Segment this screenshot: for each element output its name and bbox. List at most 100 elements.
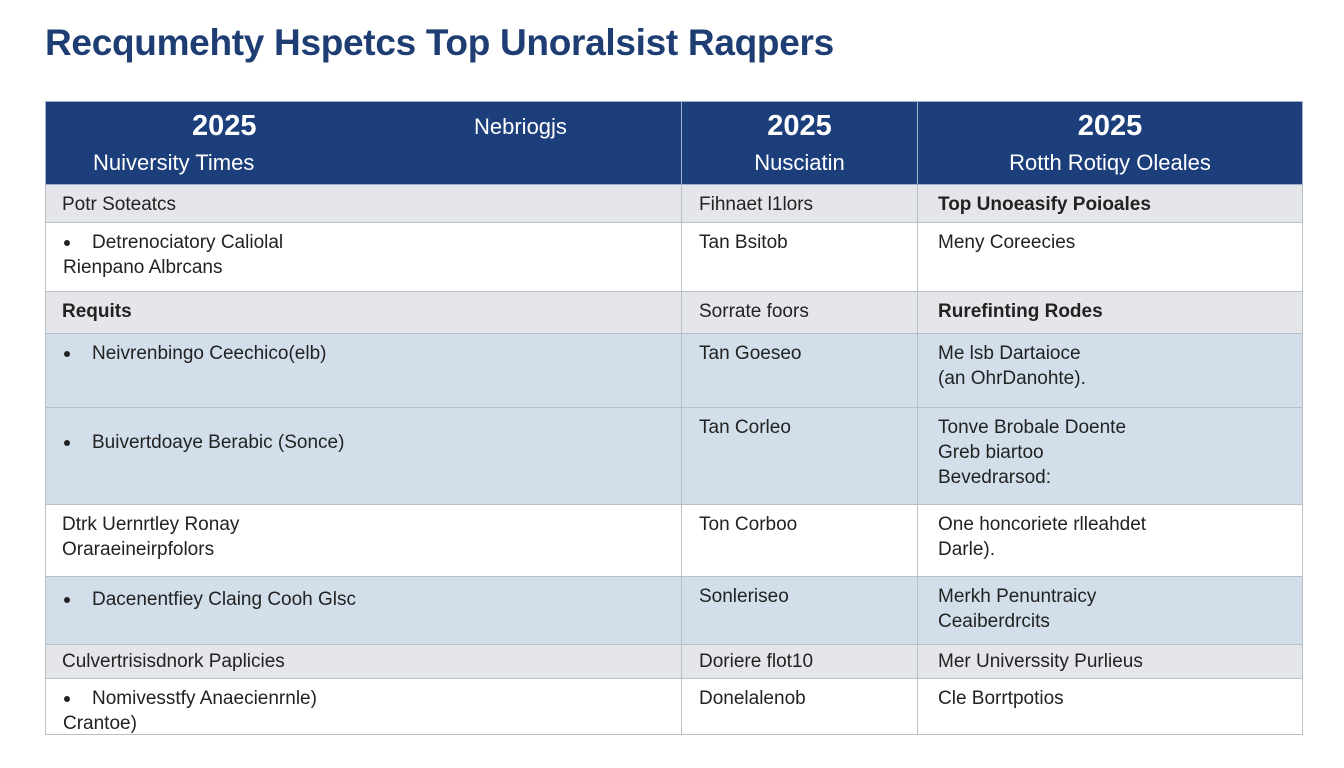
cell-content: Cle Borrtpotios [918,679,1302,734]
header-label: Nuiversity Times [93,150,255,175]
cell-content: Detrenociatory Caliolal Rienpano Albrcans [46,223,681,291]
cell-content: Sorrate foors [682,292,917,333]
bullet [64,597,70,603]
header-label: Nusciatin [754,150,845,175]
table-cell: One honcoriete rlleahdet Darle). [917,504,1303,577]
table-cell: Sonleriseo [681,576,918,645]
cell-text: Dacenentfiey Claing Cooh Glsc [92,589,357,610]
cell-content: Nomivesstfy Anaecienrnle) Crantoe) [46,679,681,734]
table-cell: Buivertdoaye Berabic (Sonce) [45,407,682,505]
table-cell: Tonve Brobale Doente Greb biartoo Bevedrar… [917,407,1303,505]
cell-text: Sonleriseo [699,586,789,607]
cell-content: Rurefinting Rodes [918,292,1302,333]
cell-text: Tan Goeseo [699,343,802,364]
page-title: Recqumehty Hspetcs Top Unoralsist Raqper… [45,22,834,63]
cell-text: Sorrate foors [699,301,809,322]
cell-content: Tan Goeseo [682,334,917,407]
cell-content: Sonleriseo [682,577,917,641]
table-cell: Tan Corleo [681,407,918,505]
cell-content: Dtrk Uernrtley Ronay Oraraeineirpfolors [46,505,681,576]
bullet [64,240,70,246]
table-cell: Tan Bsitob [681,222,918,292]
cell-text: Buivertdoaye Berabic (Sonce) [92,432,345,453]
cell-text: Tonve Brobale Doente [938,417,1127,438]
table-row: Neivrenbingo Ceechico(elb) Tan Goeseo Me l… [45,333,1303,408]
cell-text: Dtrk Uernrtley Ronay [62,514,240,535]
cell-text: Cle Borrtpotios [938,688,1064,709]
header-year: 2025 [1077,110,1143,142]
cell-content: Dacenentfiey Claing Cooh Glsc [46,577,681,644]
table-cell: Potr Soteatcs [45,184,682,223]
table-row: Detrenociatory Caliolal Rienpano Albrcans… [45,222,1303,292]
table-cell: Culvertrisisdnork Paplicies [45,644,682,679]
table-cell: Dacenentfiey Claing Cooh Glsc [45,576,682,645]
table-row: Dtrk Uernrtley Ronay Oraraeineirpfolors To… [45,504,1303,577]
table-cell: Detrenociatory Caliolal Rienpano Albrcans [45,222,682,292]
cell-text: Doriere flot10 [699,651,814,672]
header-label: Nebriogjs [474,114,567,139]
table-cell: Meny Coreecies [917,222,1303,292]
header-cell: 2025 Rotth Rotiqy Oleales [917,101,1303,185]
cell-text: Culvertrisisdnork Paplicies [62,651,285,672]
cell-text: Rurefinting Rodes [938,301,1103,322]
table-cell: Ton Corboo [681,504,918,577]
table-row: Culvertrisisdnork Paplicies Doriere flot1… [45,644,1303,679]
cell-text: Darle). [938,539,996,560]
bullet [64,440,70,446]
header-year: 2025 [767,110,832,142]
cell-content: Tonve Brobale Doente Greb biartoo Bevedrar… [918,408,1302,489]
table-header: 2025 Nuiversity Times Nebriogjs 2025 Nus… [45,101,1303,185]
table-row: Requits Sorrate foors Rurefinting Rodes [45,291,1303,334]
table-cell: Rurefinting Rodes [917,291,1303,334]
ranking-table: 2025 Nuiversity Times Nebriogjs 2025 Nus… [45,101,1303,735]
cell-content: Mer Universsity Purlieus [918,645,1302,675]
table-cell: Me lsb Dartaioce (an OhrDanohte). [917,333,1303,408]
cell-text: Fihnaet l1lors [699,194,814,215]
cell-text: Merkh Penuntraicy [938,586,1097,607]
table-row: Buivertdoaye Berabic (Sonce) Tan Corleo To… [45,407,1303,505]
cell-content: Tan Corleo [682,408,917,489]
cell-text: Donelalenob [699,688,806,709]
cell-text: Ceaiberdrcits [938,611,1050,632]
cell-content: Donelalenob [682,679,917,734]
cell-content: Potr Soteatcs [46,185,681,222]
cell-content: Me lsb Dartaioce (an OhrDanohte). [918,334,1302,407]
cell-text: Neivrenbingo Ceechico(elb) [92,343,327,364]
table-row: Potr Soteatcs Fihnaet l1lors Top Unoeasify… [45,184,1303,223]
table-cell: Nomivesstfy Anaecienrnle) Crantoe) [45,678,682,735]
cell-text: Potr Soteatcs [62,194,177,215]
table-row: Dacenentfiey Claing Cooh Glsc Sonleriseo M… [45,576,1303,645]
cell-content: Neivrenbingo Ceechico(elb) [46,334,681,407]
cell-text: Rienpano Albrcans [63,257,223,278]
bullet [64,696,70,702]
table-row: Nomivesstfy Anaecienrnle) Crantoe) Donelal… [45,678,1303,735]
cell-text: Greb biartoo [938,442,1044,463]
cell-text: Crantoe) [63,713,137,734]
table-cell: Tan Goeseo [681,333,918,408]
cell-content: Fihnaet l1lors [682,185,917,222]
cell-content: Culvertrisisdnork Paplicies [46,645,681,675]
header-label: Rotth Rotiqy Oleales [1009,150,1211,175]
cell-text: Requits [62,301,132,322]
cell-text: Bevedrarsod: [938,467,1052,488]
table-cell: Doriere flot10 [681,644,918,679]
cell-text: Mer Universsity Purlieus [938,651,1143,672]
table-body: Potr Soteatcs Fihnaet l1lors Top Unoeasify… [45,184,1303,735]
cell-content: Ton Corboo [682,505,917,576]
bullet [64,351,70,357]
cell-text: (an OhrDanohte). [938,368,1086,389]
table-cell: Top Unoeasify Poioales [917,184,1303,223]
cell-text: Me lsb Dartaioce [938,343,1081,364]
cell-content: Requits [46,292,681,333]
cell-text: Nomivesstfy Anaecienrnle) [92,688,317,709]
cell-text: Top Unoeasify Poioales [938,194,1151,215]
cell-text: Oraraeineirpfolors [62,539,215,560]
header-cell: 2025 Nuiversity Times Nebriogjs [45,101,682,185]
table-cell: Neivrenbingo Ceechico(elb) [45,333,682,408]
header-row: 2025 Nuiversity Times Nebriogjs 2025 Nus… [45,101,1303,185]
table-cell: Dtrk Uernrtley Ronay Oraraeineirpfolors [45,504,682,577]
cell-text: Tan Corleo [699,417,791,438]
cell-text: Detrenociatory Caliolal [92,232,284,253]
header-year: 2025 [192,110,257,142]
